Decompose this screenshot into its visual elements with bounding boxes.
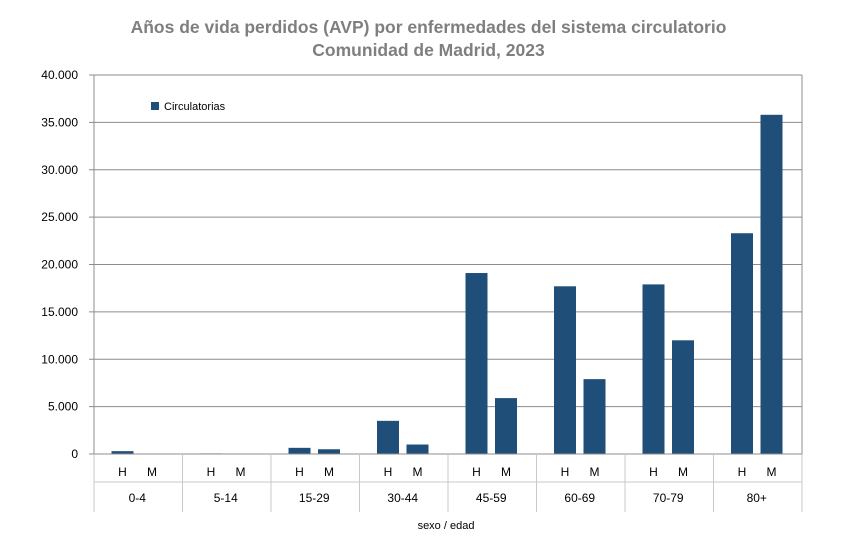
y-tick-label: 20.000 (41, 258, 78, 272)
legend-label: Circulatorias (164, 101, 226, 113)
y-tick-label: 40.000 (41, 68, 78, 82)
x-axis-label: sexo / edad (418, 520, 475, 532)
bar-30-44-M (406, 444, 429, 454)
bar-15-29-H (288, 447, 311, 454)
x-tick-label-sex: H (207, 465, 216, 479)
bar-15-29-M (318, 449, 340, 454)
gridlines (93, 74, 803, 454)
x-tick-label-age-group: 0-4 (129, 491, 147, 505)
x-tick-label-age-group: 80+ (747, 491, 767, 505)
bar-60-69-H (554, 286, 576, 454)
x-tick-label-sex: H (561, 465, 570, 479)
bars (111, 114, 783, 455)
y-tick-label: 5.000 (48, 400, 78, 414)
y-tick-label: 15.000 (41, 305, 78, 319)
y-axis-ticks: 0 5.000 10.000 15.000 20.000 25.000 30.000 35.0… (41, 68, 94, 461)
x-tick-label-sex: M (501, 465, 511, 479)
bar-0-4-H (111, 451, 134, 454)
bar-70-79-M (672, 340, 694, 454)
chart-title: Años de vida perdidos (AVP) por enfermed… (130, 17, 727, 37)
x-tick-label-sex: H (738, 465, 747, 479)
x-tick-label-sex: H (118, 465, 127, 479)
x-tick-label-sex: M (147, 465, 157, 479)
y-tick-label: 0 (71, 447, 78, 461)
x-tick-label-sex: H (649, 465, 658, 479)
y-tick-label: 30.000 (41, 163, 78, 177)
x-tick-label-age-group: 15-29 (299, 491, 330, 505)
legend: Circulatorias (151, 101, 226, 113)
bar-70-79-H (642, 284, 665, 454)
x-tick-label-sex: M (324, 465, 334, 479)
legend-swatch (151, 102, 159, 110)
bar-80+-H (731, 233, 753, 454)
y-tick-label: 25.000 (41, 210, 78, 224)
chart-subtitle: Comunidad de Madrid, 2023 (312, 40, 545, 60)
y-tick-label: 35.000 (41, 115, 78, 129)
bar-60-69-M (583, 379, 606, 454)
x-tick-label-sex: M (678, 465, 688, 479)
bar-45-59-H (465, 273, 488, 454)
x-tick-label-age-group: 70-79 (653, 491, 684, 505)
x-tick-label-age-group: 5-14 (214, 491, 238, 505)
x-axis: H M0-4H M5-14H M15-29H M30-44H M45-59H M60-69H… (93, 453, 803, 512)
x-tick-label-sex: H (472, 465, 481, 479)
bar-30-44-H (377, 420, 399, 454)
x-tick-label-sex: M (413, 465, 423, 479)
bar-45-59-M (495, 398, 517, 454)
x-tick-label-sex: M (590, 465, 600, 479)
bar-80+-M (760, 114, 783, 455)
x-tick-label-sex: H (295, 465, 304, 479)
x-tick-label-age-group: 60-69 (564, 491, 595, 505)
x-tick-label-age-group: 30-44 (387, 491, 418, 505)
y-tick-label: 10.000 (41, 352, 78, 366)
x-tick-label-sex: M (767, 465, 777, 479)
x-tick-label-sex: H (384, 465, 393, 479)
x-tick-label-sex: M (236, 465, 246, 479)
x-tick-label-age-group: 45-59 (476, 491, 507, 505)
